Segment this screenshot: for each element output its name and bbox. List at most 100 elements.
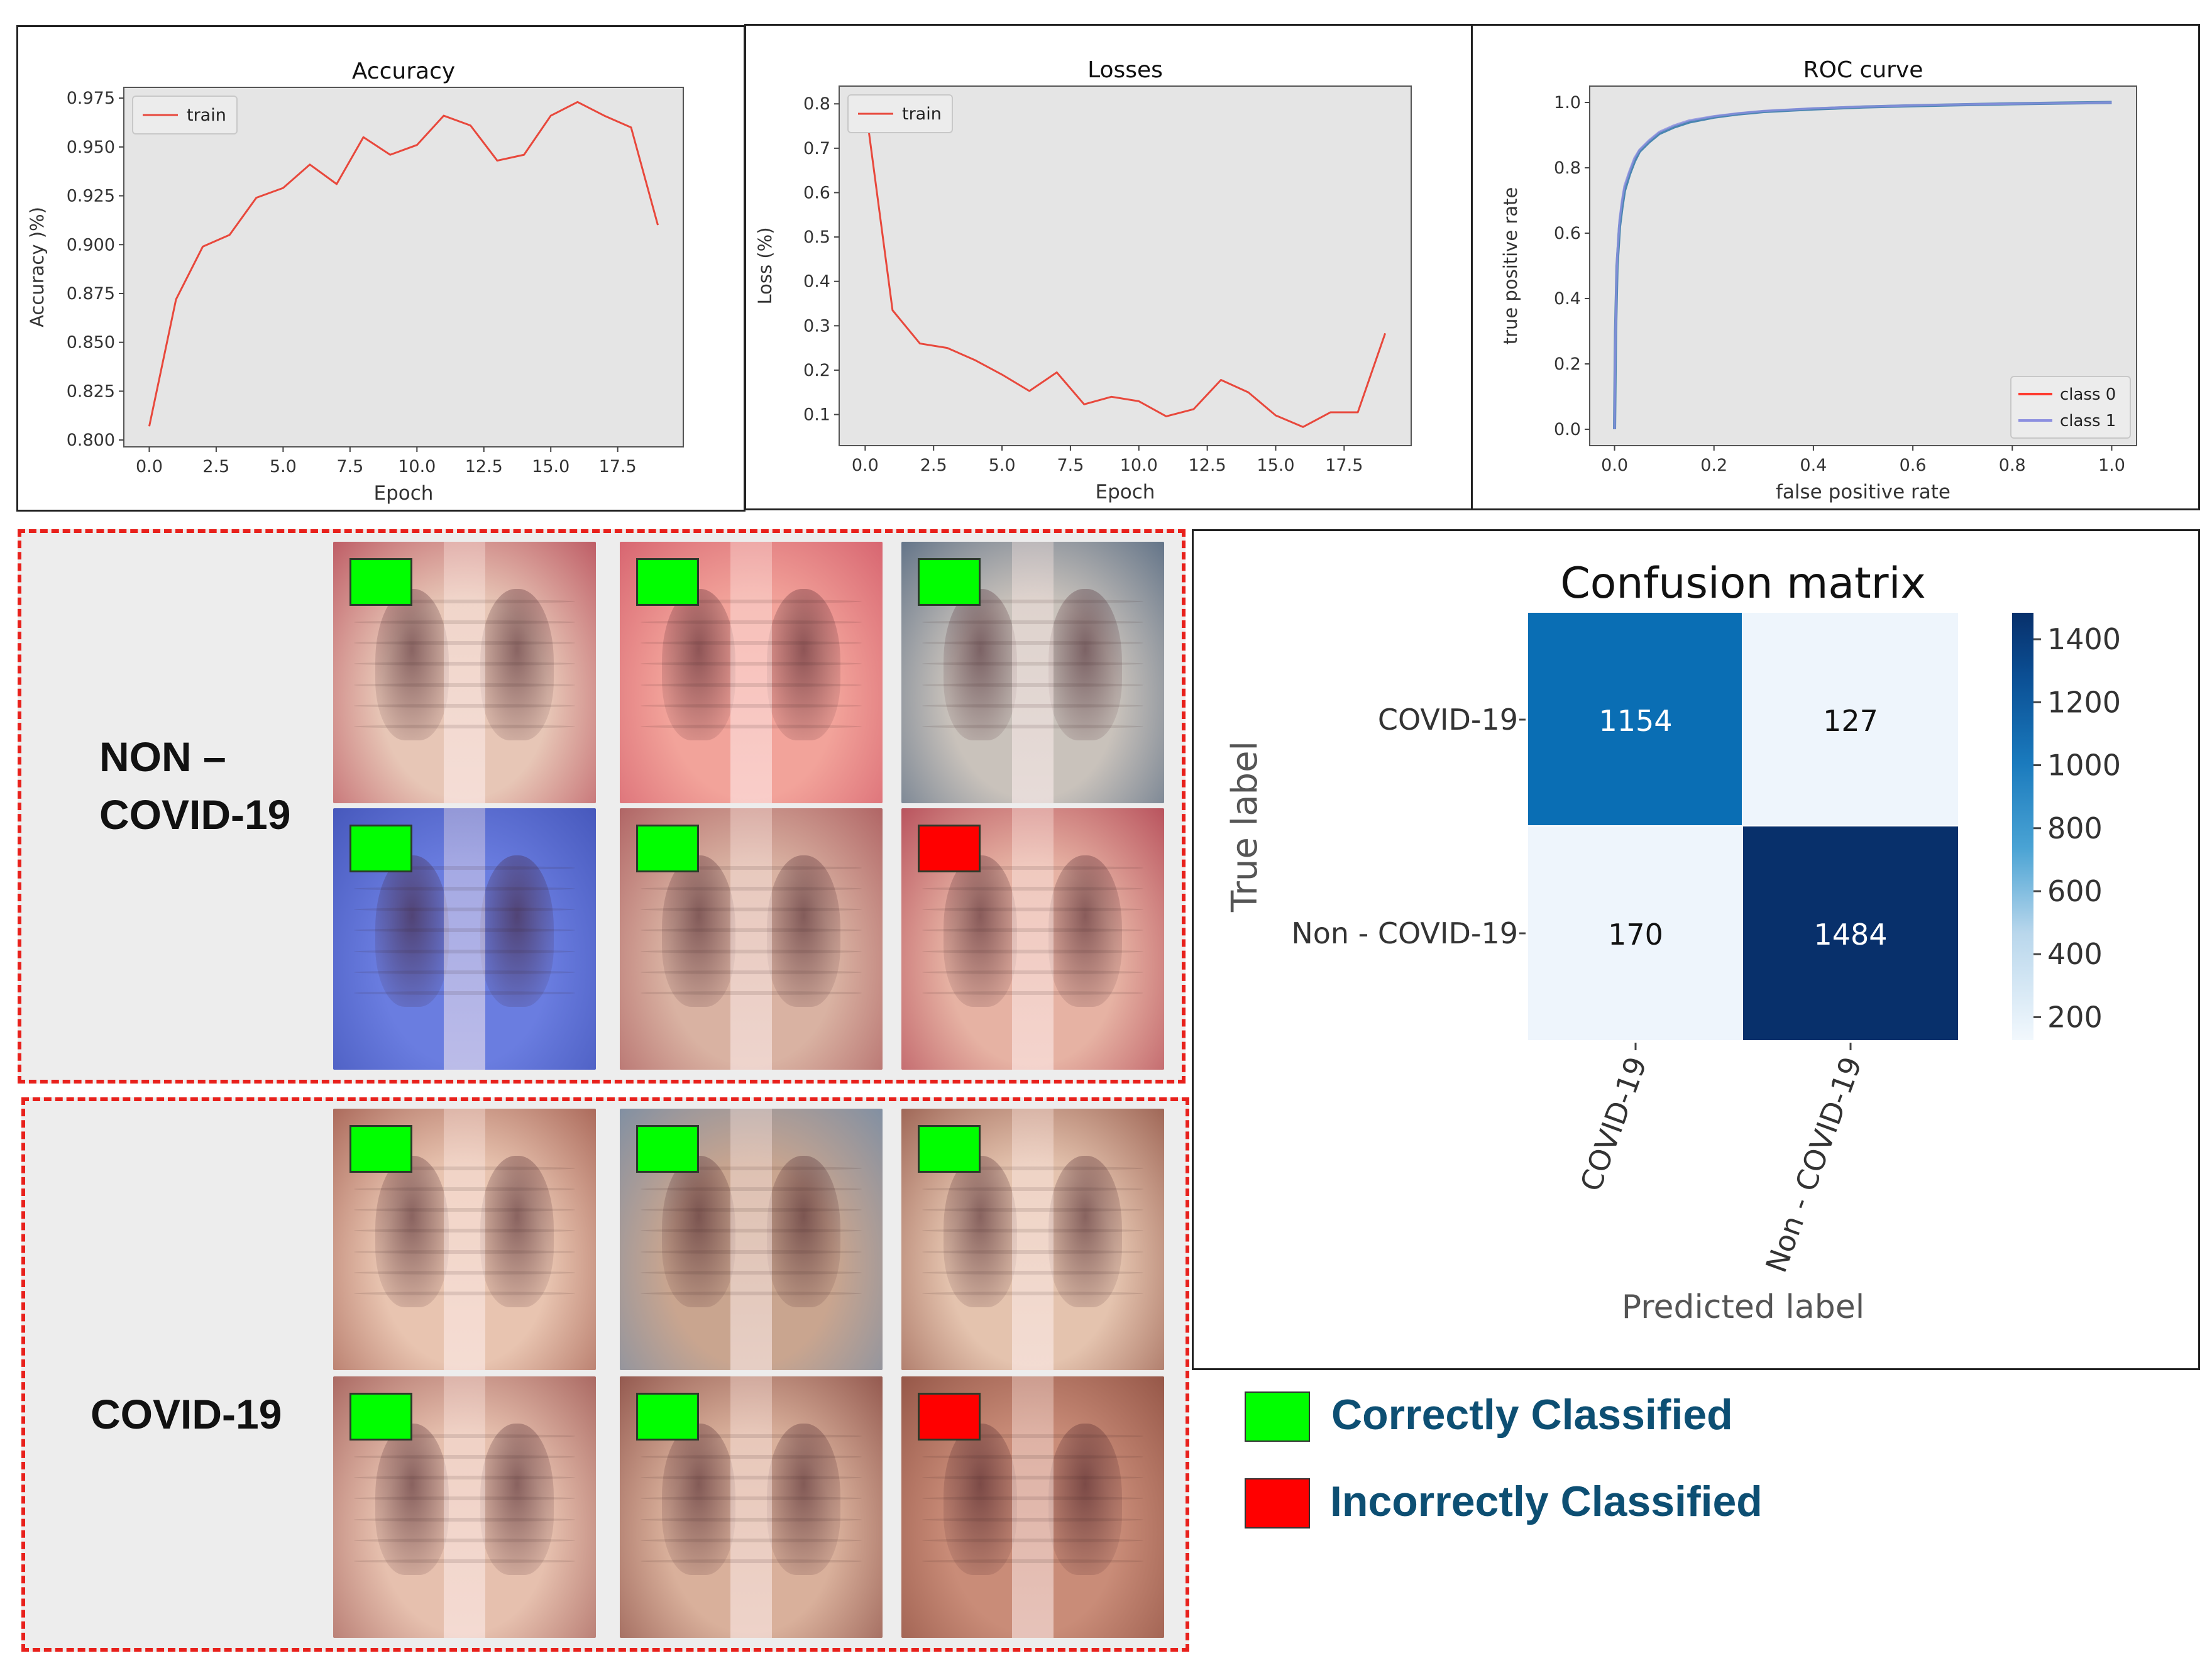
losses-y-axis-label: Loss (%)	[754, 227, 776, 304]
xray-rib	[354, 641, 575, 645]
xray-rib	[354, 970, 575, 974]
cm-cell-value-0-1: 127	[1823, 704, 1878, 738]
xray-rib	[641, 1517, 862, 1522]
xray-rib	[922, 725, 1143, 729]
xray-rib	[641, 1538, 862, 1542]
accuracy-y-tick-label: 0.850	[67, 333, 115, 353]
losses-series-train	[864, 104, 1387, 428]
accuracy-y-tick-label: 0.950	[67, 138, 115, 157]
xray-lung	[661, 588, 735, 741]
xray-lung	[661, 1155, 735, 1308]
roc-curve-y-axis-label: true positive rate	[1500, 187, 1521, 345]
covid-xray-image	[620, 1109, 883, 1370]
xray-rib	[922, 1249, 1143, 1254]
roc-curve-series-class-1	[1613, 101, 2112, 430]
accuracy-x-tick-label: 15.0	[532, 457, 570, 476]
xray-rib	[922, 886, 1143, 891]
xray-rib	[354, 928, 575, 933]
xray-rib	[922, 683, 1143, 687]
xray-rib	[354, 1496, 575, 1501]
accuracy-legend-label-train: train	[187, 106, 226, 125]
xray-rib	[641, 1229, 862, 1233]
non-covid-xray-image	[901, 542, 1164, 803]
accuracy-series-train	[148, 101, 659, 427]
xray-lung	[767, 588, 841, 741]
xray-rib	[354, 1538, 575, 1542]
cm-x-axis-label: Predicted label	[1622, 1288, 1864, 1326]
losses-chart-panel: Losses 0.0 2.5 5.0 7.5 10.0 12.5 15.0 17.5 0.1 0.2…	[744, 24, 1473, 510]
xray-rib	[641, 683, 862, 687]
losses-title: Losses	[1087, 57, 1163, 83]
xray-rib	[354, 662, 575, 666]
xray-rib	[641, 1496, 862, 1501]
losses-y-tick-label: 0.3	[803, 316, 830, 336]
xray-lung	[767, 1423, 841, 1576]
losses-y-tick-label: 0.6	[803, 183, 830, 202]
correct-classification-marker	[636, 558, 699, 606]
covid-xray-image	[333, 1109, 596, 1370]
xray-rib	[922, 641, 1143, 645]
roc-curve-y-tick-label: 0.8	[1554, 158, 1581, 178]
cm-colorbar-tick-label: 400	[2047, 937, 2103, 971]
xray-lung	[767, 855, 841, 1007]
xray-mediastinum	[730, 542, 773, 803]
xray-mediastinum	[730, 1376, 773, 1638]
xray-rib	[641, 886, 862, 891]
roc-curve-x-tick-label: 0.0	[1601, 456, 1628, 475]
xray-rib	[354, 1517, 575, 1522]
xray-rib	[922, 1434, 1143, 1438]
xray-rib	[922, 1270, 1143, 1275]
xray-rib	[641, 620, 862, 624]
xray-rib	[354, 599, 575, 603]
covid-xray-image	[901, 1376, 1164, 1638]
correct-classification-marker	[349, 825, 412, 872]
xray-lung	[480, 588, 554, 741]
xray-lung	[661, 1423, 735, 1576]
accuracy-x-tick-label: 0.0	[136, 457, 163, 476]
losses-y-tick-label: 0.2	[803, 361, 830, 380]
accuracy-x-tick-label: 12.5	[465, 457, 503, 476]
xray-rib	[641, 970, 862, 974]
xray-mediastinum	[443, 808, 486, 1070]
cm-colorbar-tick-label: 1200	[2047, 685, 2121, 719]
xray-rib	[354, 620, 575, 624]
roc-curve-legend-box	[2010, 376, 2131, 439]
cm-col-label-covid-19: COVID-19	[1573, 1052, 1653, 1195]
xray-rib	[641, 1476, 862, 1480]
losses-y-tick-label: 0.8	[803, 94, 830, 114]
cm-colorbar-tick-label: 800	[2047, 811, 2103, 845]
xray-rib	[354, 1559, 575, 1564]
roc-curve-x-axis-label: false positive rate	[1776, 481, 1951, 503]
roc-curve-x-tick-label: 0.6	[1900, 456, 1927, 475]
xray-rib	[641, 1434, 862, 1438]
cm-title: Confusion matrix	[1560, 559, 1926, 608]
roc-curve-y-tick-label: 0.6	[1554, 224, 1581, 243]
roc-chart: ROC curve 0.0 0.2 0.4 0.6 0.8 1.0 0.0 0.2 0.4 0.6 0…	[1500, 57, 2137, 503]
xray-rib	[641, 949, 862, 953]
xray-rib	[354, 1434, 575, 1438]
xray-rib	[922, 1208, 1143, 1212]
xray-rib	[922, 662, 1143, 666]
roc-curve-x-tick-label: 0.4	[1800, 456, 1827, 475]
xray-rib	[922, 1166, 1143, 1170]
accuracy-x-tick-label: 2.5	[202, 457, 229, 476]
xray-rib	[922, 1538, 1143, 1542]
xray-rib	[641, 991, 862, 996]
incorrect-classification-marker	[918, 825, 981, 872]
xray-lung	[480, 855, 554, 1007]
cm-col-label-non-covid-19: Non - COVID-19	[1759, 1052, 1868, 1276]
losses-legend-box	[847, 94, 953, 133]
xray-rib	[354, 865, 575, 870]
xray-rib	[922, 1476, 1143, 1480]
accuracy-x-tick-label: 17.5	[599, 457, 637, 476]
cm-cell-1-0	[1528, 826, 1742, 1040]
roc-curve-y-tick-label: 0.0	[1554, 420, 1581, 439]
correct-classification-marker	[636, 1125, 699, 1173]
xray-rib	[641, 1208, 862, 1212]
losses-x-tick-label: 12.5	[1189, 456, 1226, 475]
xray-rib	[922, 1292, 1143, 1296]
correct-classification-marker	[636, 825, 699, 872]
xray-mediastinum	[443, 1376, 486, 1638]
xray-rib	[641, 928, 862, 933]
cm-y-axis-label: True label	[1224, 741, 1265, 913]
